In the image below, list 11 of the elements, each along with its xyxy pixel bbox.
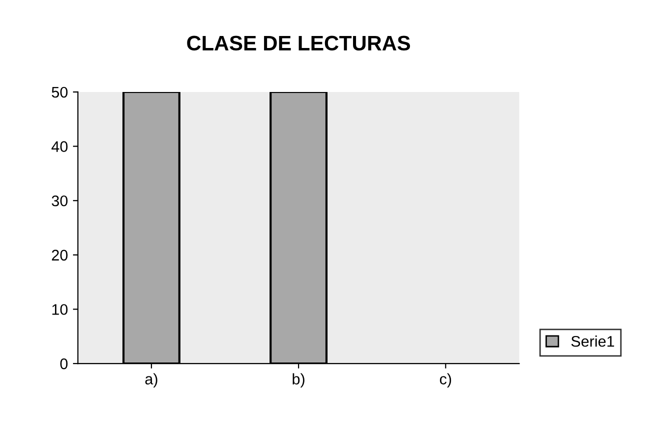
x-tick-label: a) <box>145 373 158 388</box>
y-tick-label: 30 <box>52 195 68 206</box>
y-tick-label: 10 <box>52 304 68 315</box>
x-tick-label: c) <box>440 373 452 388</box>
chart-title: CLASE DE LECTURAS <box>187 36 410 51</box>
y-tick-label: 0 <box>60 358 68 370</box>
y-tick-label: 40 <box>52 141 68 152</box>
y-tick-label: 50 <box>52 86 68 98</box>
y-tick-label: 20 <box>52 250 68 261</box>
legend-label: Serie1 <box>571 336 614 347</box>
x-tick-label: b) <box>292 373 304 388</box>
